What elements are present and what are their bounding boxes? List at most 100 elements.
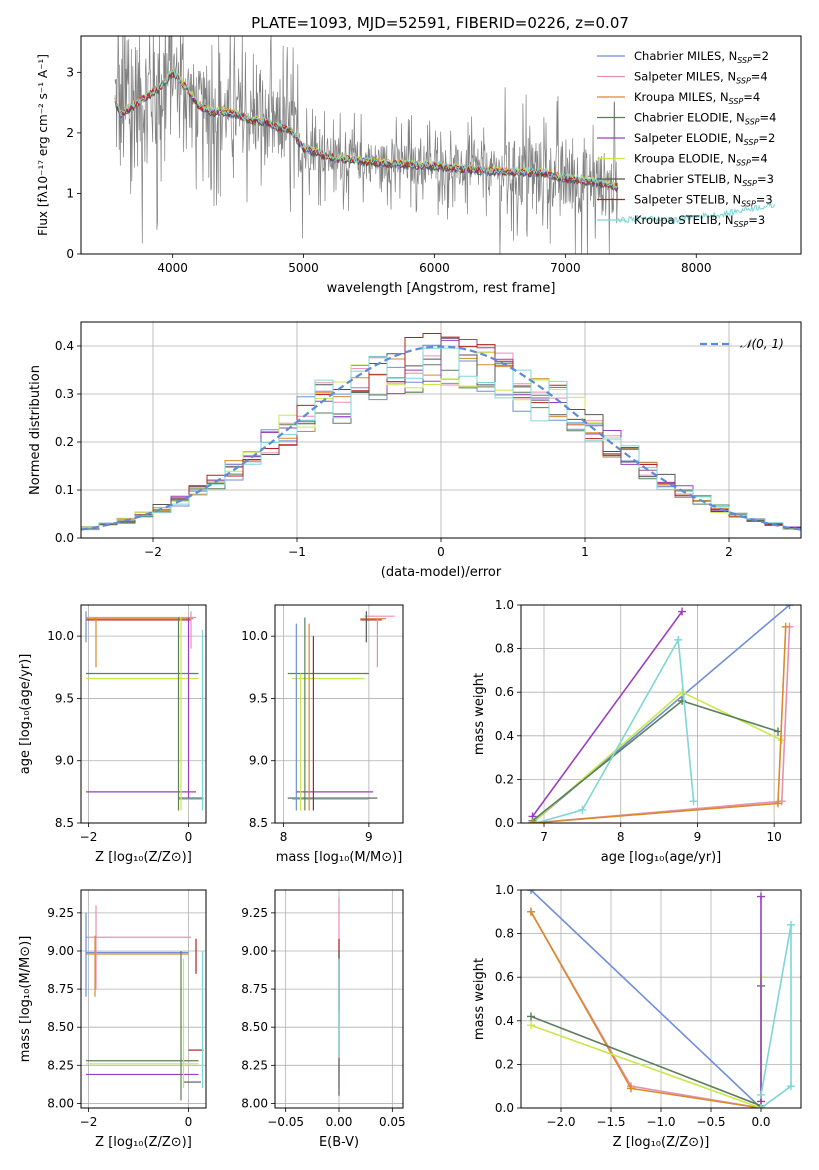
- x-axis-label: Z [log₁₀(Z/Z⊙)]: [613, 1135, 710, 1150]
- x-tick-label: 0: [185, 830, 193, 844]
- legend-label: Kroupa ELODIE, NSSP=4: [634, 152, 768, 168]
- x-tick-label: 9: [365, 830, 373, 844]
- y-tick-label: 9.00: [241, 944, 268, 958]
- mass-weight-marker: [678, 607, 687, 616]
- legend-label: Chabrier MILES, NSSP=2: [634, 49, 769, 65]
- x-tick-label: 5000: [288, 261, 319, 275]
- y-axis-label: age [log₁₀(age/yr)]: [18, 654, 33, 775]
- legend-label: Chabrier ELODIE, NSSP=4: [634, 111, 776, 127]
- y-tick-label: 8.5: [55, 816, 74, 830]
- gaussian-curve: [81, 345, 801, 531]
- mass-weight-line: [760, 924, 792, 1108]
- legend-label: Salpeter MILES, NSSP=4: [634, 70, 768, 86]
- mass-weight-marker: [787, 1082, 795, 1091]
- mass-weight-marker: [527, 1021, 535, 1030]
- y-tick-label: 10.0: [47, 629, 74, 643]
- x-tick-label: −0.5: [696, 1115, 725, 1129]
- y-tick-label: 2: [66, 126, 74, 140]
- mass-weight-line: [531, 691, 783, 823]
- x-tick-label: −1: [288, 545, 306, 559]
- observed-spectrum: [114, 36, 619, 254]
- x-tick-label: −2: [144, 545, 162, 559]
- y-tick-label: 9.0: [249, 754, 268, 768]
- x-tick-label: 8000: [681, 261, 712, 275]
- mass-weight-line: [532, 626, 787, 823]
- mass-weight-marker: [528, 819, 537, 823]
- x-tick-label: −0.05: [267, 1115, 304, 1129]
- spectrum-panel: 4000 5000 6000 7000 8000 0 1 2 3 wavelength [Angs…: [36, 35, 802, 296]
- model-stelib-tail: [617, 201, 776, 225]
- mass-weight-marker: [527, 890, 535, 894]
- x-tick-label: 7000: [550, 261, 581, 275]
- mass-weight-line: [530, 911, 762, 1108]
- x-tick-label: 7: [540, 830, 548, 844]
- mass-weight-marker: [674, 635, 683, 644]
- y-tick-label: 9.25: [47, 906, 74, 920]
- y-tick-label: 0.2: [55, 435, 74, 449]
- y-tick-label: 8.5: [249, 816, 268, 830]
- x-tick-label: 8: [617, 830, 625, 844]
- y-axis-label: Flux [fλ10⁻¹⁷ erg cm⁻² s⁻¹ A⁻¹]: [36, 54, 50, 236]
- x-axis-label: wavelength [Angstrom, rest frame]: [327, 281, 556, 296]
- y-tick-label: 0.0: [55, 531, 74, 545]
- mass-weight-line: [530, 985, 762, 1107]
- mass-weight-marker: [578, 805, 587, 814]
- mass-weight-marker: [787, 920, 795, 929]
- age-vs-mass-panel: 8 9 8.5 9.0 9.5 10.0 mass [log₁₀(M/M⊙)]: [241, 604, 404, 865]
- mass-weight-line: [536, 637, 695, 823]
- y-tick-label: 1.0: [495, 598, 514, 612]
- y-tick-label: 8.25: [241, 1058, 268, 1072]
- x-tick-label: −1.0: [646, 1115, 675, 1129]
- y-tick-label: 0.3: [55, 387, 74, 401]
- y-tick-label: 10.0: [241, 629, 268, 643]
- age-vs-Z-panel: −2 0 8.5 9.0 9.5 10.0 Z [log₁₀(Z/Z⊙)] age [log₁…: [18, 604, 207, 865]
- y-tick-label: 0.0: [495, 816, 514, 830]
- residuals-panel: −2 −1 0 1 2 0.0 0.1 0.2 0.3 0.4 (data-model)/error…: [28, 321, 802, 580]
- y-tick-label: 0.8: [495, 927, 514, 941]
- x-axis-label: (data-model)/error: [381, 565, 502, 580]
- mass-vs-Z-panel: −2 0 8.00 8.25 8.50 8.75 9.00 9.25 Z [log₁₀(Z/Z⊙…: [18, 889, 207, 1150]
- x-tick-label: 0.00: [326, 1115, 353, 1129]
- y-axis-label: mass weight: [472, 958, 487, 1040]
- y-axis-label: mass [log₁₀(M/M⊙)]: [18, 936, 33, 1063]
- y-tick-label: 9.5: [249, 691, 268, 705]
- axes-frame: [80, 889, 207, 1109]
- y-tick-label: 0.8: [495, 642, 514, 656]
- y-tick-label: 0.1: [55, 483, 74, 497]
- x-axis-label: Z [log₁₀(Z/Z⊙)]: [95, 1135, 192, 1150]
- axes-frame: [520, 604, 802, 824]
- x-axis-label: E(B-V): [319, 1135, 359, 1150]
- x-tick-label: 0: [185, 1115, 193, 1129]
- x-tick-label: 6000: [419, 261, 450, 275]
- mass-weight-marker: [773, 799, 782, 808]
- x-tick-label: −1.5: [596, 1115, 625, 1129]
- legend-label: Chabrier STELIB, NSSP=3: [634, 172, 774, 188]
- y-tick-label: 8.50: [241, 1020, 268, 1034]
- x-axis-label: age [log₁₀(age/yr)]: [601, 850, 722, 865]
- mass-weight-line: [531, 611, 683, 817]
- x-tick-label: 0.0: [751, 1115, 770, 1129]
- x-tick-label: 9: [694, 830, 702, 844]
- mass-weight-marker: [689, 797, 698, 806]
- mass-weight-line: [530, 911, 762, 1108]
- mass-weight-marker: [781, 622, 790, 631]
- mass-weight-line: [530, 890, 762, 1108]
- axes-frame: [274, 604, 404, 824]
- y-tick-label: 9.5: [55, 691, 74, 705]
- y-tick-label: 8.75: [241, 982, 268, 996]
- y-tick-label: 8.75: [47, 982, 74, 996]
- y-tick-label: 8.25: [47, 1058, 74, 1072]
- y-tick-label: 0.4: [495, 729, 514, 743]
- massweight-vs-Z-panel: −2.0 −1.5 −1.0 −0.5 0.0 0.0 0.2 0.4 0.6 0.8 1.0 Z […: [472, 883, 802, 1150]
- x-tick-label: 4000: [157, 261, 188, 275]
- legend-label: Salpeter ELODIE, NSSP=2: [634, 131, 775, 147]
- mass-weight-marker: [757, 892, 765, 901]
- y-tick-label: 9.25: [241, 906, 268, 920]
- model-salpeter-stelib: [114, 70, 619, 192]
- y-axis-label: mass weight: [472, 673, 487, 755]
- x-tick-label: 0.05: [379, 1115, 406, 1129]
- massweight-vs-age-panel: 7 8 9 10 0.0 0.2 0.4 0.6 0.8 1.0 age [log₁₀(age/yr…: [472, 598, 802, 865]
- y-tick-label: 9.00: [47, 944, 74, 958]
- y-tick-label: 8.00: [241, 1096, 268, 1110]
